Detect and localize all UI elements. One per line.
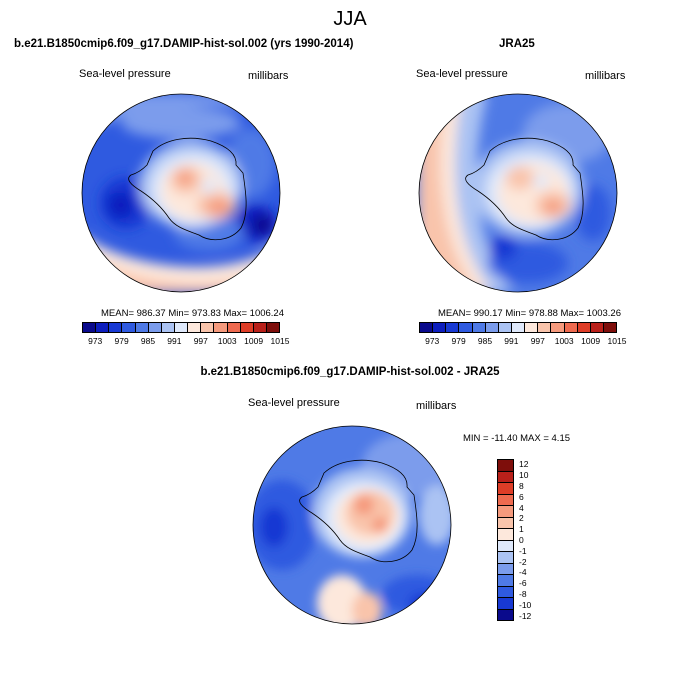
model-colorbar-swatch xyxy=(266,323,280,332)
model-polar-map xyxy=(81,93,281,293)
obs-colorbar-swatch xyxy=(511,323,526,332)
diff-colorbar xyxy=(497,459,514,621)
diff-colorbar-tick-label: 2 xyxy=(519,513,524,524)
model-colorbar-swatch xyxy=(201,323,215,332)
diff-colorbar-tick-label: -2 xyxy=(519,556,527,567)
diff-colorbar-tick-label: -4 xyxy=(519,567,527,578)
model-colorbar-tick-label: 1015 xyxy=(270,336,290,346)
diff-colorbar-tick-label: 1 xyxy=(519,524,524,535)
diff-units-label: millibars xyxy=(416,400,457,412)
model-colorbar-tick-label: 991 xyxy=(167,336,182,346)
diff-colorbar-swatch xyxy=(498,563,513,575)
obs-variable-label: Sea-level pressure xyxy=(416,68,508,80)
diff-colorbar-swatch xyxy=(498,506,513,518)
model-colorbar-swatch xyxy=(174,323,189,332)
obs-colorbar-swatch xyxy=(551,323,565,332)
obs-colorbar-swatch xyxy=(538,323,552,332)
model-panel-title: b.e21.B1850cmip6.f09_g17.DAMIP-hist-sol.… xyxy=(14,38,354,50)
diff-colorbar-tick-label: -12 xyxy=(519,610,532,621)
obs-colorbar-tick-label: 1009 xyxy=(581,336,601,346)
model-colorbar-swatch xyxy=(122,323,136,332)
model-colorbar-swatch xyxy=(240,323,254,332)
model-units-label: millibars xyxy=(248,70,289,82)
model-colorbar-swatch xyxy=(214,323,228,332)
obs-colorbar-swatch xyxy=(498,323,512,332)
model-colorbar-swatch xyxy=(109,323,123,332)
model-colorbar-tick-label: 1009 xyxy=(244,336,264,346)
obs-colorbar-swatch xyxy=(459,323,473,332)
diff-colorbar-swatch xyxy=(498,517,513,529)
diff-colorbar-swatch xyxy=(498,460,513,472)
obs-colorbar-tick-label: 979 xyxy=(451,336,466,346)
obs-colorbar-tick-label: 973 xyxy=(425,336,440,346)
obs-colorbar-swatch xyxy=(433,323,447,332)
model-variable-label: Sea-level pressure xyxy=(79,68,171,80)
diff-colorbar-tick-label: 12 xyxy=(519,459,529,470)
obs-stats: MEAN= 990.17 Min= 978.88 Max= 1003.26 xyxy=(438,308,621,319)
obs-colorbar-swatch xyxy=(446,323,460,332)
obs-colorbar-swatch xyxy=(420,323,434,332)
obs-colorbar-swatch xyxy=(472,323,486,332)
model-colorbar-swatch xyxy=(188,323,202,332)
diff-colorbar-swatch xyxy=(498,494,513,506)
diff-polar-map xyxy=(252,425,452,625)
model-colorbar-swatch xyxy=(148,323,162,332)
diff-colorbar-tick-label: 10 xyxy=(519,470,529,481)
diff-colorbar-swatch xyxy=(498,552,513,564)
diff-colorbar-tick-label: 6 xyxy=(519,491,524,502)
model-colorbar-swatch xyxy=(253,323,267,332)
diff-colorbar-swatch xyxy=(498,586,513,598)
obs-colorbar-swatch xyxy=(485,323,499,332)
diff-panel-title: b.e21.B1850cmip6.f09_g17.DAMIP-hist-sol.… xyxy=(200,366,500,378)
model-colorbar-swatch xyxy=(135,323,149,332)
obs-units-label: millibars xyxy=(585,70,626,82)
obs-colorbar-swatch xyxy=(577,323,591,332)
obs-colorbar-swatch xyxy=(603,323,617,332)
obs-colorbar-tick-label: 985 xyxy=(477,336,493,346)
obs-colorbar-tick-label: 997 xyxy=(530,336,545,346)
diff-colorbar-swatch xyxy=(498,540,513,552)
model-stats: MEAN= 986.37 Min= 973.83 Max= 1006.24 xyxy=(101,308,284,319)
diff-colorbar-swatch xyxy=(498,483,513,495)
model-colorbar-tick-label: 985 xyxy=(140,336,156,346)
obs-colorbar-swatch xyxy=(590,323,604,332)
obs-panel-title: JRA25 xyxy=(499,38,535,50)
obs-polar-map xyxy=(418,93,618,293)
model-colorbar-tick-label: 973 xyxy=(88,336,103,346)
diff-variable-label: Sea-level pressure xyxy=(248,397,340,409)
model-colorbar xyxy=(82,322,280,333)
model-colorbar-swatch xyxy=(227,323,241,332)
diff-colorbar-tick-label: -6 xyxy=(519,578,527,589)
model-colorbar-tick-label: 1003 xyxy=(217,336,237,346)
diff-colorbar-tick-label: -1 xyxy=(519,545,527,556)
diff-colorbar-swatch xyxy=(498,609,513,620)
obs-colorbar-tick-label: 1003 xyxy=(554,336,574,346)
diff-stats: MIN = -11.40 MAX = 4.15 xyxy=(463,433,571,444)
diff-colorbar-tick-label: -8 xyxy=(519,589,527,599)
diff-colorbar-tick-label: -10 xyxy=(519,599,532,610)
diff-colorbar-tick-label: 0 xyxy=(519,535,524,545)
diff-colorbar-tick-label: 4 xyxy=(519,502,524,513)
obs-colorbar-swatch xyxy=(525,323,539,332)
diff-colorbar-swatch xyxy=(498,598,513,610)
diff-colorbar-tick-label: 8 xyxy=(519,481,524,491)
obs-colorbar-tick-label: 991 xyxy=(504,336,519,346)
obs-colorbar xyxy=(419,322,617,333)
figure-title: JJA xyxy=(333,8,367,30)
diff-colorbar-swatch xyxy=(498,575,513,587)
obs-colorbar-tick-label: 1015 xyxy=(607,336,627,346)
diff-colorbar-swatch xyxy=(498,529,513,541)
diff-colorbar-swatch xyxy=(498,471,513,483)
model-colorbar-swatch xyxy=(96,323,110,332)
model-colorbar-tick-label: 997 xyxy=(193,336,208,346)
model-colorbar-swatch xyxy=(161,323,175,332)
model-colorbar-swatch xyxy=(83,323,97,332)
model-colorbar-tick-label: 979 xyxy=(114,336,129,346)
obs-colorbar-swatch xyxy=(564,323,578,332)
